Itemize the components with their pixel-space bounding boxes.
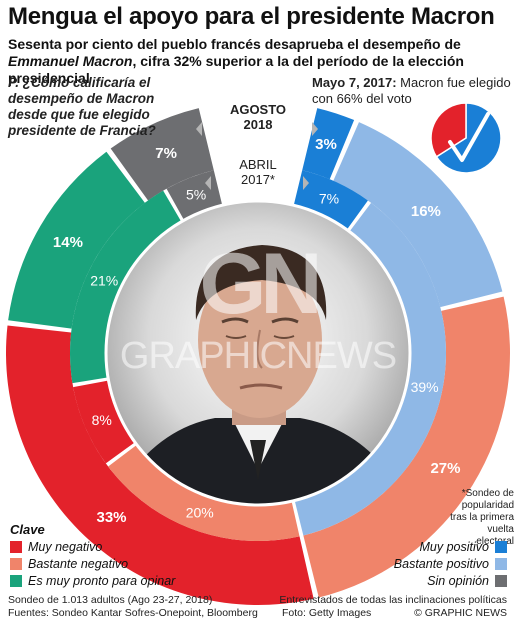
election-note: Mayo 7, 2017: Macron fue elegido con 66%… — [312, 75, 512, 107]
data-label-inner-es-muy-pronto-para-opinar: 21% — [90, 273, 118, 289]
pointer-left-outer — [196, 122, 202, 136]
slice-outer-bastante-negativo — [303, 296, 510, 598]
legend-swatch — [10, 541, 22, 553]
election-pie-other-slice — [430, 102, 467, 158]
svg-text:GRAPHICNEWS: GRAPHICNEWS — [120, 335, 396, 377]
slice-inner-es-muy-pronto-para-opinar — [70, 190, 182, 384]
pointer-right-inner — [303, 176, 309, 190]
election-text: Macron fue elegido con 66% del voto — [312, 75, 511, 106]
subtitle-name: Emmanuel Macron — [8, 53, 133, 69]
legend-label: Bastante positivo — [393, 557, 489, 571]
slice-outer-sin-opinion — [110, 108, 214, 201]
legend-item-sin-opinion: Sin opinión — [427, 574, 507, 588]
legend-label: Muy positivo — [419, 540, 489, 554]
slice-outer-bastante-positivo — [333, 122, 503, 308]
copyright: © GRAPHIC NEWS — [414, 607, 507, 619]
photo-credit: Foto: Getty Images — [282, 607, 372, 619]
legend-label: Bastante negativo — [28, 557, 129, 571]
legend-item-muy-positivo: Muy positivo — [420, 540, 507, 554]
data-label-outer-bastante-negativo: 27% — [430, 460, 460, 477]
survey-question: P. ¿Cómo calificaría el desempeño de Mac… — [8, 75, 156, 138]
watermark: GN GRAPHICNEWS — [120, 236, 397, 377]
data-label-outer-sin-opinion: 7% — [155, 145, 177, 162]
slice-inner-muy-negativo — [73, 380, 135, 464]
check-icon — [448, 112, 490, 162]
slice-outer-es-muy-pronto-para-opinar — [8, 151, 145, 329]
sources-note: Fuentes: Sondeo Kantar Sofres-Onepoint, … — [8, 607, 258, 619]
election-date: Mayo 7, 2017: — [312, 75, 397, 90]
legend-swatch — [10, 575, 22, 587]
slice-inner-bastante-negativo — [108, 444, 300, 541]
data-label-outer-muy-negativo: 33% — [96, 509, 126, 526]
sample-note: Sondeo de 1.013 adultos (Ago 23-27, 2018… — [8, 594, 213, 606]
subtitle-text-2: , cifra 32% superior a la del período de… — [8, 53, 464, 86]
legend-swatch — [495, 541, 507, 553]
subtitle: Sesenta por ciento del pueblo francés de… — [8, 36, 508, 87]
slice-inner-bastante-positivo — [294, 202, 447, 536]
legend-item-muy-negativo: Muy negativo — [10, 540, 102, 554]
legend-swatch — [495, 575, 507, 587]
legend-swatch — [10, 558, 22, 570]
legend-swatch — [495, 558, 507, 570]
data-label-inner-sin-opinion: 5% — [186, 187, 206, 203]
data-label-inner-muy-negativo: 8% — [92, 412, 112, 428]
legend-item-bastante-positivo: Bastante positivo — [394, 557, 507, 571]
legend-label: Es muy pronto para opinar — [28, 574, 176, 588]
outer-ring-label: AGOSTO 2018 — [229, 102, 287, 132]
legend-item-bastante-negativo: Bastante negativo — [10, 557, 128, 571]
footnote: *Sondeo de popularidad tras la primera v… — [450, 488, 514, 547]
svg-text:GN: GN — [200, 236, 318, 332]
respondents-note: Entrevistados de todas las inclinaciones… — [279, 594, 507, 606]
legend-label: Muy negativo — [28, 540, 103, 554]
pointer-right-outer — [312, 122, 318, 136]
legend-label: Sin opinión — [427, 574, 489, 588]
legend-title: Clave — [10, 522, 45, 537]
data-label-inner-muy-positivo: 7% — [319, 191, 339, 207]
page-title: Mengua el apoyo para el presidente Macro… — [8, 3, 495, 30]
donut-rings: 3% 16% 27% 33% 14% 7% 7% 39% 20% 8% 21% 5% — [5, 108, 510, 605]
legend-item-muy-pronto: Es muy pronto para opinar — [10, 574, 175, 588]
data-label-outer-bastante-positivo: 16% — [411, 203, 441, 220]
inner-ring-label: ABRIL 2017* — [239, 157, 277, 187]
data-label-outer-es-muy-pronto-para-opinar: 14% — [53, 234, 83, 251]
slice-inner-muy-positivo — [293, 170, 368, 230]
data-label-inner-bastante-negativo: 20% — [186, 505, 214, 521]
subtitle-text-1: Sesenta por ciento del pueblo francés de… — [8, 36, 461, 52]
data-label-inner-bastante-positivo: 39% — [411, 379, 439, 395]
pointer-left-inner — [205, 176, 211, 190]
slice-outer-muy-negativo — [5, 325, 314, 605]
data-label-outer-muy-positivo: 3% — [315, 136, 337, 153]
election-pie — [430, 102, 502, 174]
